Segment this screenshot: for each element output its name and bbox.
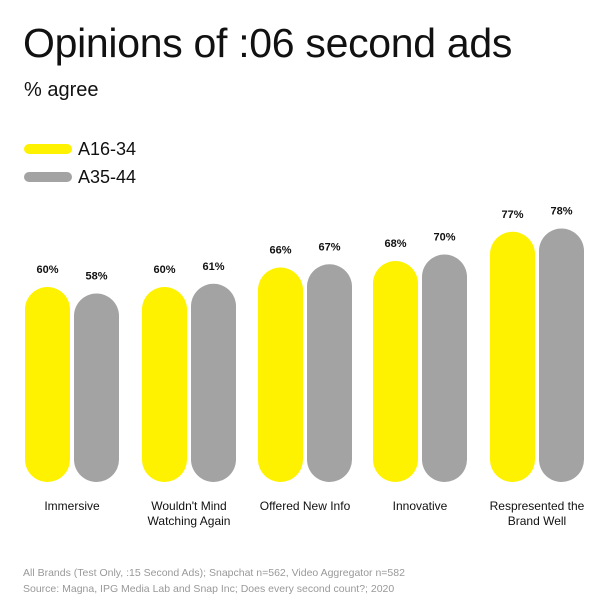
category-label-line: Respresented the <box>490 499 585 513</box>
category-label-line: Innovative <box>393 499 448 513</box>
bar-a16-34-0 <box>25 287 70 482</box>
category-label-line: Watching Again <box>148 514 231 528</box>
bar-a35-44-0 <box>74 293 119 482</box>
data-label-a35-44-1: 61% <box>202 261 224 273</box>
data-label-a35-44-2: 67% <box>318 241 340 253</box>
category-label-0: Immersive <box>44 499 100 513</box>
footnote-source: Source: Magna, IPG Media Lab and Snap In… <box>23 583 395 595</box>
data-label-a16-34-3: 68% <box>384 238 406 250</box>
footnote-sample: All Brands (Test Only, :15 Second Ads); … <box>23 567 405 579</box>
data-label-a35-44-0: 58% <box>85 271 107 283</box>
data-label-a16-34-0: 60% <box>36 264 58 276</box>
legend-item-a35-44: A35-44 <box>24 163 136 191</box>
legend-label-a35-44: A35-44 <box>78 166 137 187</box>
bar-a35-44-2 <box>307 264 352 482</box>
bar-a35-44-4 <box>539 228 584 482</box>
bar-a16-34-1 <box>142 287 187 482</box>
legend-swatch-a16-34 <box>24 144 72 154</box>
category-label-line: Immersive <box>44 499 100 513</box>
bar-a35-44-1 <box>191 283 236 482</box>
footnote: All Brands (Test Only, :15 Second Ads); … <box>23 565 405 597</box>
bar-a16-34-2 <box>258 267 303 482</box>
bar-a35-44-3 <box>422 254 467 482</box>
data-label-a35-44-3: 70% <box>433 232 455 244</box>
bar-a16-34-4 <box>490 231 535 482</box>
data-label-a16-34-1: 60% <box>153 264 175 276</box>
legend-item-a16-34: A16-34 <box>24 135 136 163</box>
data-label-a16-34-4: 77% <box>501 209 523 221</box>
category-label-3: Innovative <box>393 499 448 513</box>
chart-title: Opinions of :06 second ads <box>23 20 513 66</box>
legend-label-a16-34: A16-34 <box>78 138 137 159</box>
chart-subtitle: % agree <box>24 79 99 101</box>
category-label-4: Respresented the Brand Well <box>490 499 585 528</box>
legend: A16-34 A35-44 <box>24 135 136 191</box>
data-label-a35-44-4: 78% <box>550 206 572 218</box>
category-label-1: Wouldn't Mind Watching Again <box>148 499 231 528</box>
category-label-line: Offered New Info <box>260 499 351 513</box>
category-label-line: Wouldn't Mind <box>151 499 226 513</box>
category-label-line: Brand Well <box>508 514 566 528</box>
data-label-a16-34-2: 66% <box>269 245 291 257</box>
bar-a16-34-3 <box>373 261 418 482</box>
category-label-2: Offered New Info <box>260 499 351 513</box>
legend-swatch-a35-44 <box>24 172 72 182</box>
